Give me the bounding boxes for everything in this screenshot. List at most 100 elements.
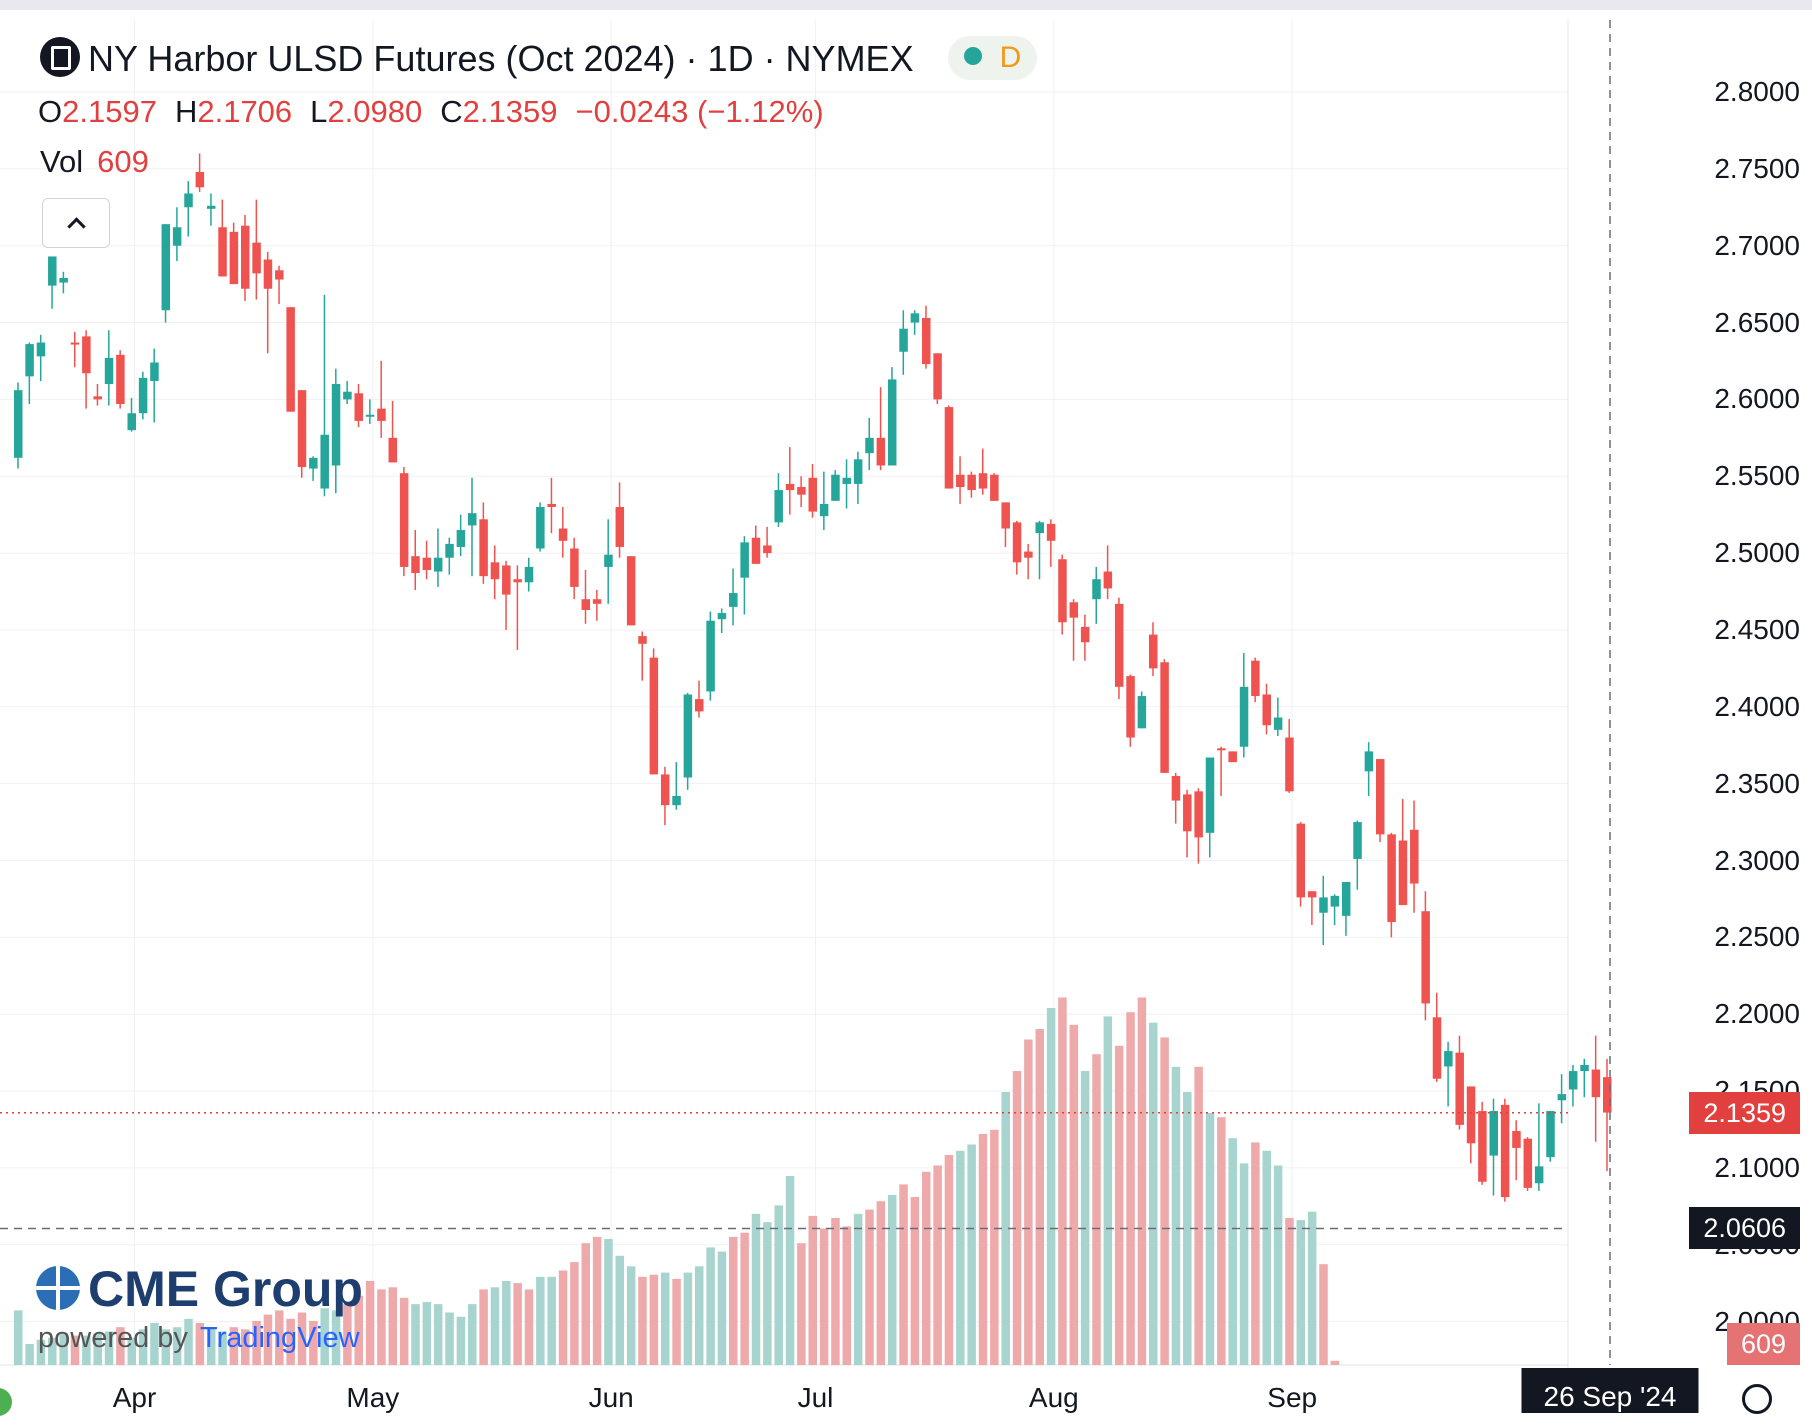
candle-body: [1523, 1138, 1533, 1188]
volume-bar: [1114, 1045, 1124, 1365]
volume-bar: [808, 1215, 817, 1365]
volume-bar: [558, 1270, 568, 1365]
price-tick-label: 2.3000: [1714, 844, 1800, 876]
volume-bar: [150, 1323, 159, 1365]
candle-body: [751, 537, 761, 564]
volume-bar: [195, 1323, 205, 1365]
volume-bar: [513, 1283, 522, 1365]
volume-label: Vol: [40, 144, 84, 179]
price-tick-label: 2.7000: [1714, 229, 1800, 261]
volume-bar: [263, 1314, 273, 1365]
volume-bar: [331, 1310, 341, 1365]
candle-body: [1580, 1064, 1589, 1072]
settings-gear-icon[interactable]: [1742, 1384, 1772, 1414]
candle-body: [819, 503, 829, 517]
candle-body: [626, 556, 636, 626]
candle-body: [331, 384, 341, 466]
candle-body: [683, 694, 693, 778]
low-label: L: [310, 94, 328, 129]
volume-bar: [876, 1201, 886, 1365]
candle-body: [1512, 1131, 1521, 1148]
candle-body: [218, 227, 227, 277]
symbol-icon: [40, 37, 80, 77]
candle-body: [1307, 891, 1317, 898]
volume-bar: [967, 1144, 976, 1365]
time-tick-label: Sep: [1267, 1382, 1318, 1413]
volume-bar: [944, 1155, 954, 1365]
candle-body: [1046, 523, 1056, 541]
candle-body: [1205, 757, 1215, 833]
volume-bar: [116, 1327, 125, 1365]
volume-bar: [252, 1320, 261, 1365]
powered-by[interactable]: powered by TradingView: [38, 1322, 360, 1355]
price-tick-label: 2.8000: [1714, 76, 1800, 107]
volume-bar: [1046, 1008, 1056, 1365]
symbol-title: NY Harbor ULSD Futures (Oct 2024) · 1D ·…: [88, 38, 914, 79]
candle-body: [433, 557, 443, 572]
open-label: O: [38, 94, 63, 129]
time-tick-label: May: [346, 1382, 400, 1413]
volume-bar: [1149, 1022, 1158, 1365]
candle-body: [70, 342, 80, 345]
candle-body: [831, 474, 840, 501]
candle-body: [320, 434, 329, 489]
candle-body: [615, 506, 625, 547]
candle-body: [422, 557, 432, 571]
candle-body: [660, 774, 670, 806]
candle-body: [1341, 882, 1351, 916]
price-tick-label: 2.3500: [1714, 767, 1800, 799]
volume-bar: [831, 1218, 840, 1365]
volume-bar: [1319, 1264, 1328, 1365]
candle-body: [1546, 1111, 1555, 1158]
volume-bar: [365, 1281, 375, 1365]
volume-bar: [1330, 1360, 1340, 1365]
candle-body: [1557, 1094, 1567, 1101]
ohlc-values: O2.1597 H2.1706 L2.0980 C2.1359 −0.0243 (−1.…: [38, 94, 842, 130]
candle-body: [570, 548, 579, 587]
candle-body: [1319, 897, 1328, 913]
volume-bar: [184, 1318, 193, 1365]
candle-body: [59, 277, 68, 283]
low-value: 2.0980: [327, 94, 423, 129]
volume-bar: [774, 1205, 783, 1365]
volume-bar: [309, 1320, 318, 1365]
candle-body: [1114, 603, 1124, 687]
tradingview-link[interactable]: TradingView: [199, 1322, 360, 1354]
price-tick-label: 2.2000: [1714, 998, 1800, 1030]
candle-body: [717, 613, 727, 620]
candle-body: [933, 353, 942, 400]
volume-bar: [479, 1289, 488, 1365]
collapse-legend-button[interactable]: [42, 198, 110, 248]
candle-body: [161, 224, 171, 311]
volume-bar: [468, 1304, 477, 1365]
candle-body: [729, 593, 738, 607]
price-tick-label: 2.1000: [1714, 1151, 1800, 1183]
symbol-legend[interactable]: NY Harbor ULSD Futures (Oct 2024) · 1D ·…: [40, 36, 1038, 80]
candle-body: [150, 362, 159, 381]
candle-body: [1421, 911, 1430, 1004]
candle-body: [286, 307, 295, 412]
volume-bar: [853, 1213, 863, 1365]
candle-body: [36, 342, 46, 357]
price-chart[interactable]: [0, 10, 1812, 1413]
candle-body: [672, 795, 681, 806]
candle-body: [536, 506, 545, 549]
volume-bar: [411, 1304, 420, 1365]
volume-bar: [842, 1226, 852, 1365]
candle-body: [1376, 759, 1385, 835]
volume-bar: [70, 1335, 80, 1365]
volume-bar: [1307, 1211, 1317, 1365]
volume-bar: [706, 1247, 715, 1365]
volume-bar: [320, 1308, 329, 1365]
volume-bar: [887, 1194, 897, 1365]
candle-body: [206, 205, 216, 209]
candle-body: [797, 487, 806, 495]
candle-body: [785, 483, 795, 491]
candle-body: [547, 503, 556, 507]
volume-bar: [1273, 1165, 1283, 1365]
candles: [14, 153, 1612, 1202]
market-status-badge[interactable]: D: [947, 36, 1038, 80]
candle-body: [956, 474, 965, 488]
volume-bar: [1239, 1163, 1249, 1365]
volume-bar: [286, 1318, 295, 1365]
